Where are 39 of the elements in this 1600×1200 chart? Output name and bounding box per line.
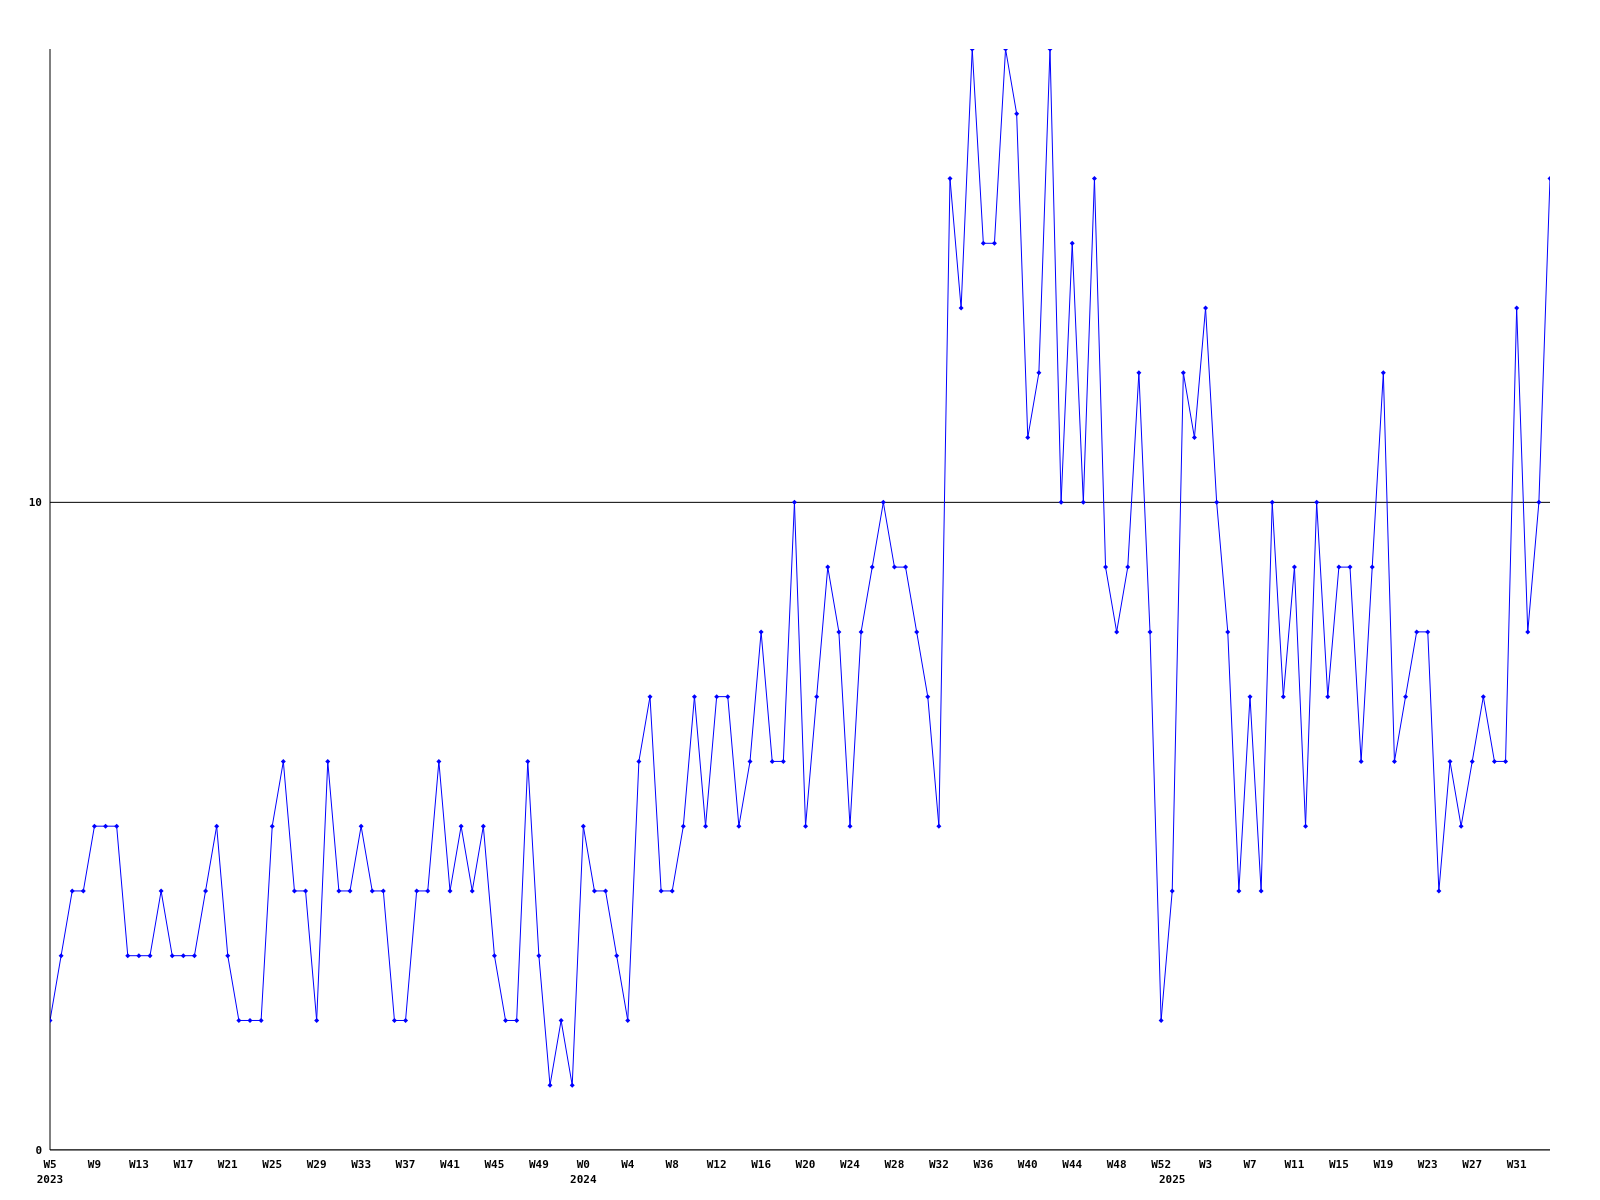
x-tick-label: W31 [1506, 1158, 1527, 1171]
x-tick-label: W0 [576, 1158, 590, 1171]
x-tick-label: W24 [840, 1158, 861, 1171]
y-tick-label: 0 [35, 1143, 42, 1157]
x-tick-label: W5 [43, 1158, 57, 1171]
x-tick-label: W32 [928, 1158, 949, 1171]
x-tick-label: W8 [665, 1158, 679, 1171]
x-tick-label: W49 [528, 1158, 549, 1171]
x-tick-label: W13 [128, 1158, 149, 1171]
x-tick-label: W25 [262, 1158, 283, 1171]
x-tick-label: W9 [87, 1158, 102, 1171]
text: 2025 [1158, 1173, 1186, 1186]
x-tick-label: W23 [1417, 1158, 1438, 1171]
text: 2024 [570, 1173, 597, 1186]
x-tick-label: W36 [973, 1158, 994, 1171]
x-tick-label: W44 [1062, 1158, 1083, 1171]
text: 2023 [36, 1173, 64, 1186]
x-tick-label: W48 [1106, 1158, 1127, 1171]
x-tick-label: W41 [440, 1158, 461, 1171]
x-tick-label: W52 [1151, 1158, 1172, 1171]
x-tick-label: W17 [173, 1158, 194, 1171]
x-tick-label: W21 [217, 1158, 239, 1171]
x-tick-label: W40 [1017, 1158, 1038, 1171]
x-tick-label: W20 [795, 1158, 816, 1171]
x-tick-label: W16 [751, 1158, 772, 1171]
x-tick-label: W19 [1373, 1158, 1394, 1171]
x-tick-label: W3 [1198, 1158, 1213, 1171]
x-tick-label: W4 [621, 1158, 635, 1171]
x-tick-label: W29 [306, 1158, 327, 1171]
x-tick-label: W11 [1284, 1158, 1305, 1171]
y-tick-label: 10 [28, 496, 42, 510]
x-tick-label: W45 [484, 1158, 505, 1171]
x-tick-label: W27 [1462, 1158, 1483, 1171]
x-tick-label: W12 [706, 1158, 727, 1171]
x-tick-label: W33 [351, 1158, 372, 1171]
x-tick-label: W7 [1243, 1158, 1257, 1171]
x-tick-label: W28 [884, 1158, 905, 1171]
x-tick-label: W37 [395, 1158, 416, 1171]
x-tick-label: W15 [1328, 1158, 1349, 1171]
